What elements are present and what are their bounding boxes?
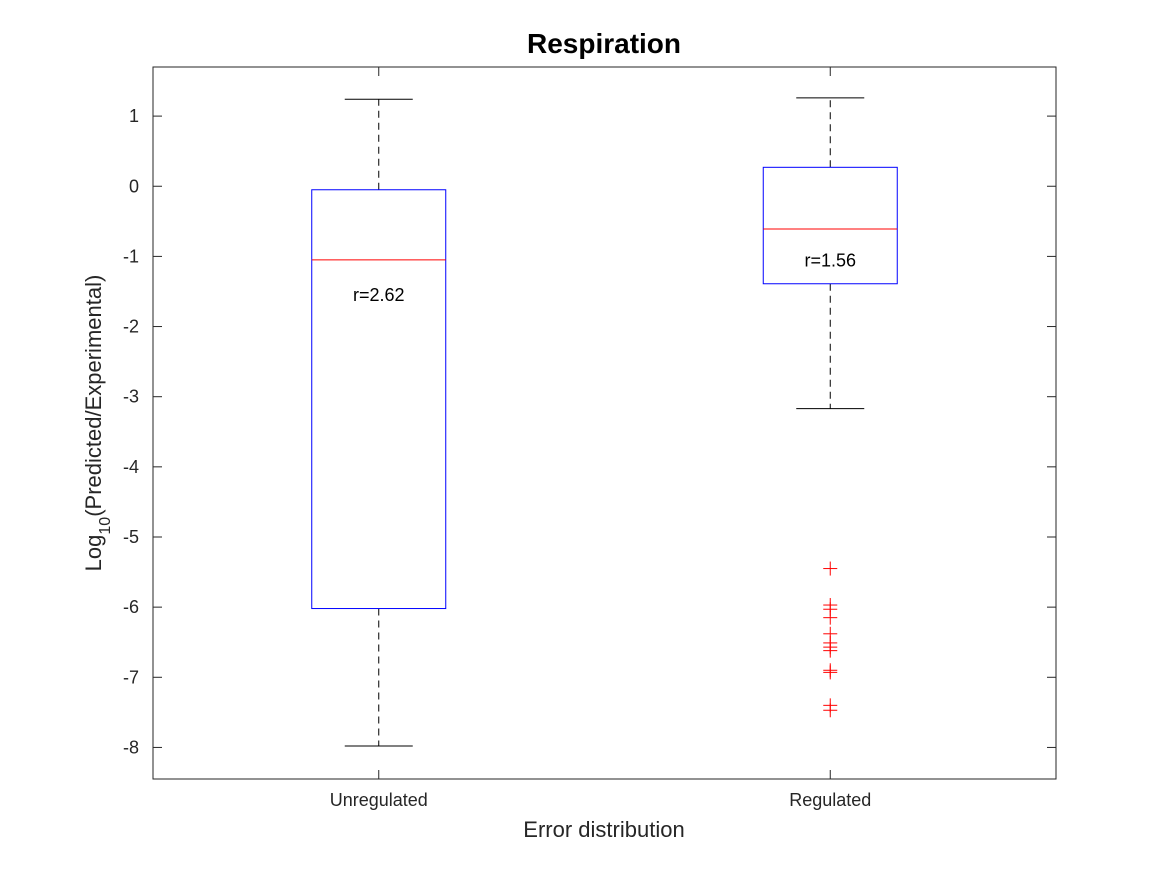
plot-frame xyxy=(152,66,1057,780)
y-tick-label: -4 xyxy=(123,457,139,477)
iqr-box xyxy=(762,166,898,285)
box-annotation: r=1.56 xyxy=(804,251,856,271)
y-tick-label: 1 xyxy=(129,106,139,126)
x-tick-label: Unregulated xyxy=(330,790,428,810)
y-axis: -8 -7 -6 -5 -4 -3 -2 -1 0 1 Unregulated Regulated xyxy=(123,67,1056,810)
y-tick-label: -8 xyxy=(123,737,139,757)
y-tick-label: -7 xyxy=(123,667,139,687)
y-axis-label: Log10(Predicted/Experimental) xyxy=(81,275,114,572)
x-axis-label: Error distribution xyxy=(523,817,684,842)
y-tick-label: -3 xyxy=(123,387,139,407)
y-tick-label: -1 xyxy=(123,246,139,266)
y-tick-label: -6 xyxy=(123,597,139,617)
box-regulated: r=1.56 xyxy=(762,97,898,718)
box-unregulated: r=2.62 xyxy=(311,98,447,747)
outlier-marker xyxy=(823,561,838,576)
y-tick-label: -5 xyxy=(123,527,139,547)
y-tick-label: 0 xyxy=(129,176,139,196)
y-axis-label-subscript: 10 xyxy=(97,517,114,535)
box-annotation: r=2.62 xyxy=(353,285,405,305)
outlier-marker xyxy=(823,703,838,718)
y-axis-label-main: Log xyxy=(81,535,106,572)
box-series: r=2.62 r=1.56 xyxy=(311,97,898,747)
iqr-box xyxy=(311,189,447,610)
outlier-marker xyxy=(823,665,838,680)
outlier-marker xyxy=(823,610,838,625)
y-axis-label-rest: (Predicted/Experimental) xyxy=(81,275,106,517)
x-tick-label: Regulated xyxy=(789,790,871,810)
y-tick-label: -2 xyxy=(123,317,139,337)
chart-title: Respiration xyxy=(527,28,681,59)
outlier-marker xyxy=(823,643,838,658)
